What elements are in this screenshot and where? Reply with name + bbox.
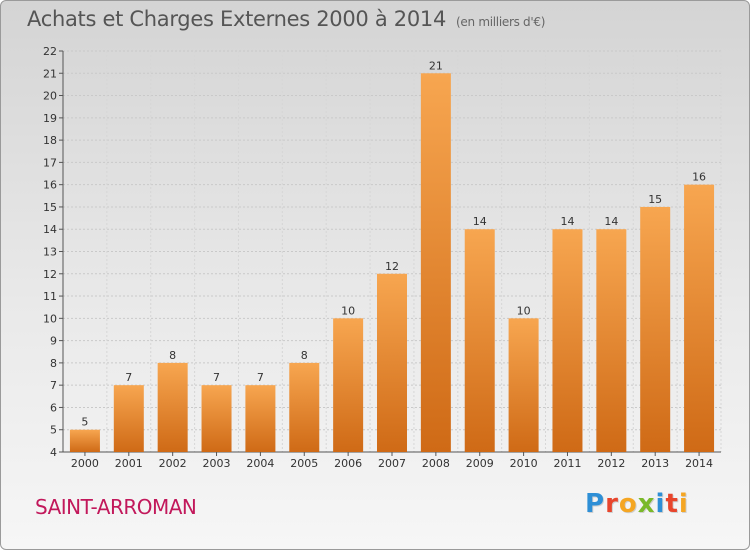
- data-label: 8: [169, 349, 176, 362]
- y-tick-label: 20: [43, 90, 57, 103]
- bar: [333, 318, 364, 452]
- bar: [289, 362, 320, 452]
- data-label: 15: [648, 193, 662, 206]
- y-tick-label: 19: [43, 112, 57, 125]
- bar: [377, 273, 407, 452]
- x-tick-label: 2006: [334, 457, 362, 470]
- bar: [684, 184, 715, 452]
- y-tick-label: 11: [43, 290, 57, 303]
- bar: [201, 385, 232, 452]
- x-tick-label: 2012: [597, 457, 625, 470]
- labels: 5 2000 7 2001 8 2002 7 2003 7 2004 8 2005 10 2006 12 20…: [71, 59, 713, 470]
- y-tick-label: 15: [43, 201, 57, 214]
- y-tick-label: 21: [43, 67, 57, 80]
- y-tick-label: 10: [43, 312, 57, 325]
- commune-name: SAINT-ARROMAN: [35, 495, 197, 519]
- bar: [596, 229, 627, 452]
- bar: [245, 385, 276, 452]
- y-tick-label: 12: [43, 268, 57, 281]
- y-tick-label: 9: [50, 335, 57, 348]
- data-label: 21: [429, 59, 443, 72]
- bar: [69, 429, 100, 452]
- logo-letter: P: [585, 489, 606, 519]
- x-tick-label: 2008: [422, 457, 450, 470]
- y-tick-label: 17: [43, 156, 57, 169]
- x-tick-label: 2013: [641, 457, 669, 470]
- x-tick-label: 2009: [466, 457, 494, 470]
- proxiti-logo: Proxiti: [585, 489, 689, 519]
- data-label: 14: [473, 215, 487, 228]
- data-label: 5: [81, 416, 88, 429]
- data-label: 10: [341, 304, 355, 317]
- data-label: 7: [213, 371, 220, 384]
- x-tick-label: 2000: [71, 457, 99, 470]
- bar: [552, 229, 583, 452]
- y-tick-label: 4: [50, 446, 57, 459]
- data-label: 16: [692, 171, 706, 184]
- y-tick-label: 16: [43, 179, 57, 192]
- x-tick-label: 2004: [246, 457, 274, 470]
- data-label: 7: [125, 371, 132, 384]
- y-tick-label: 5: [50, 424, 57, 437]
- y-tick-label: 8: [50, 357, 57, 370]
- data-label: 7: [257, 371, 264, 384]
- bar: [640, 206, 671, 452]
- chart-title: Achats et Charges Externes 2000 à 2014 (e…: [27, 7, 545, 31]
- bar: [508, 318, 539, 452]
- x-tick-label: 2010: [510, 457, 538, 470]
- x-tick-label: 2014: [685, 457, 713, 470]
- bar: [420, 73, 451, 453]
- bar: [157, 362, 188, 452]
- data-label: 8: [301, 349, 308, 362]
- chart-title-text: Achats et Charges Externes 2000 à 2014: [27, 7, 447, 31]
- data-label: 14: [560, 215, 574, 228]
- y-tick-label: 7: [50, 379, 57, 392]
- x-tick-label: 2011: [553, 457, 581, 470]
- data-label: 10: [517, 304, 531, 317]
- logo-letter: r: [605, 489, 619, 519]
- bar: [464, 229, 495, 452]
- logo-letter: i: [678, 489, 689, 519]
- y-tick-label: 22: [43, 45, 57, 58]
- data-label: 12: [385, 260, 399, 273]
- bars: [69, 73, 715, 453]
- x-tick-label: 2007: [378, 457, 406, 470]
- logo-letter: x: [637, 489, 656, 519]
- logo-letter: i: [655, 489, 666, 519]
- logo-letter: o: [618, 489, 638, 519]
- data-label: 14: [604, 215, 618, 228]
- x-tick-label: 2001: [115, 457, 143, 470]
- chart-unit: (en milliers d'€): [456, 15, 546, 29]
- y-tick-label: 14: [43, 223, 57, 236]
- bar: [113, 385, 144, 452]
- x-tick-label: 2002: [159, 457, 187, 470]
- y-tick-label: 6: [50, 401, 57, 414]
- x-tick-label: 2005: [290, 457, 318, 470]
- y-tick-label: 13: [43, 246, 57, 259]
- y-tick-label: 18: [43, 134, 57, 147]
- x-tick-label: 2003: [203, 457, 231, 470]
- logo-letter: t: [665, 489, 679, 519]
